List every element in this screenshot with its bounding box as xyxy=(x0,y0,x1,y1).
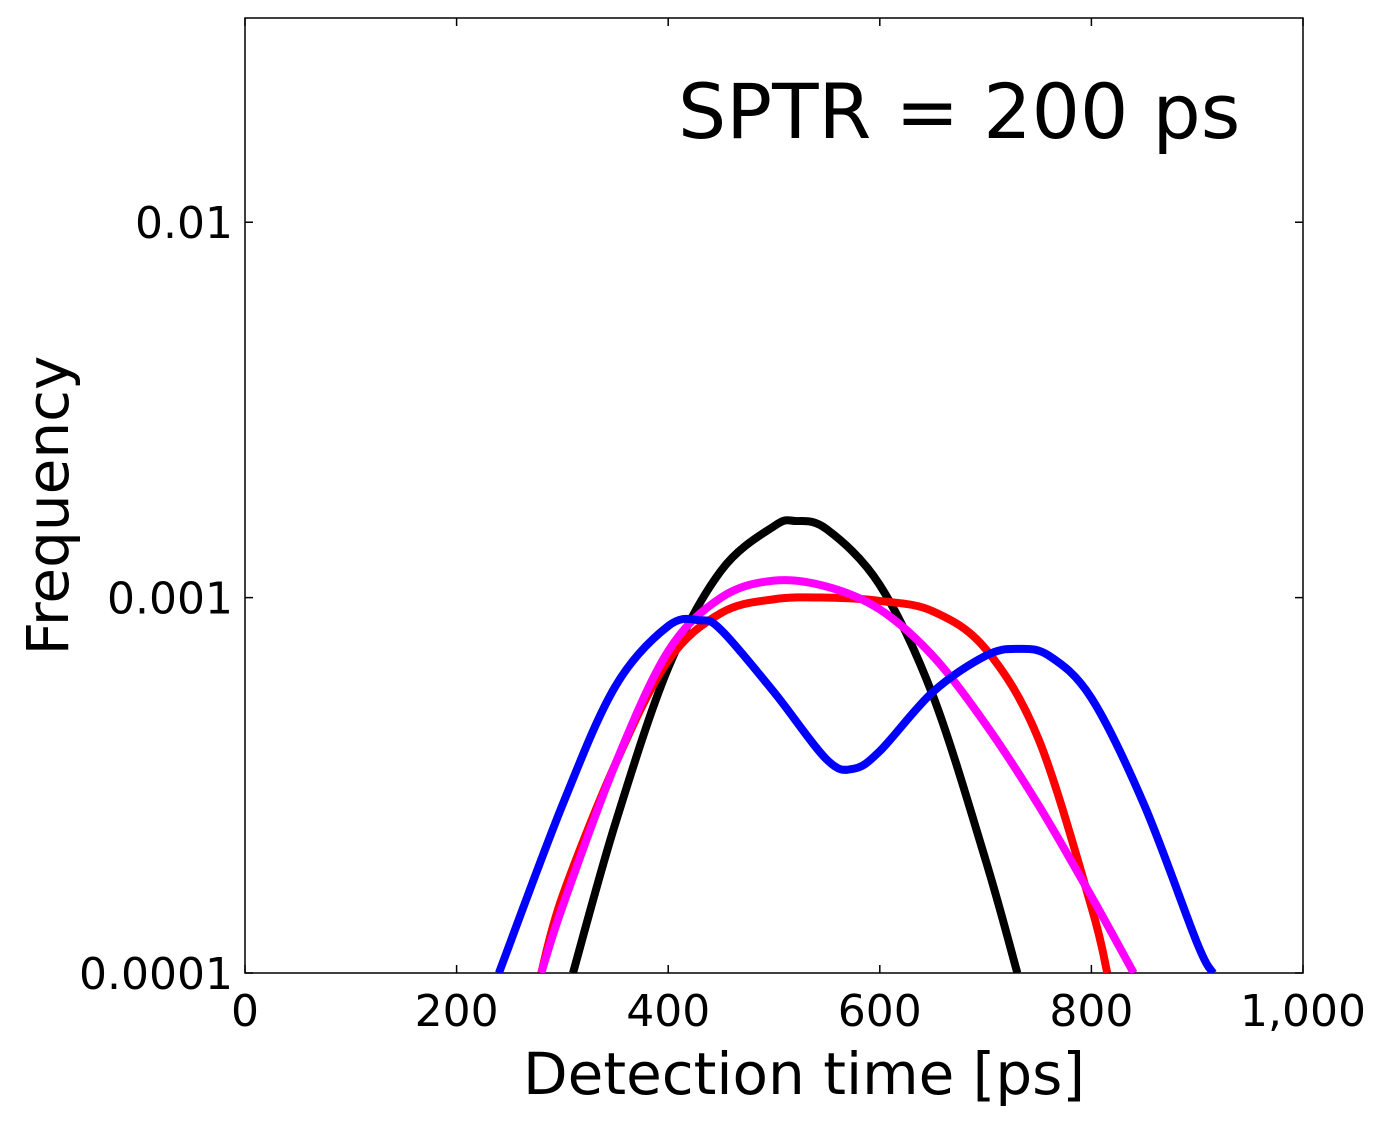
series-line-magenta xyxy=(537,576,1138,973)
series-layer xyxy=(495,516,1217,973)
x-tick-label: 1,000 xyxy=(1240,986,1366,1037)
sptr-annotation: SPTR = 200 ps xyxy=(678,67,1240,156)
x-tick-label: 400 xyxy=(626,986,710,1037)
y-axis: 0.0001 0.001 0.01 xyxy=(79,198,1303,1000)
series-line-blue xyxy=(495,614,1217,973)
x-tick-label: 0 xyxy=(231,986,259,1037)
y-axis-title: Frequency xyxy=(14,356,82,656)
y-tick-label: 0.01 xyxy=(135,198,233,249)
x-axis: 0 200 400 600 800 1,000 xyxy=(231,18,1366,1037)
x-tick-label: 200 xyxy=(415,986,499,1037)
x-tick-label: 600 xyxy=(838,986,922,1037)
plot-border xyxy=(244,17,1304,974)
series-line-black xyxy=(569,516,1022,973)
plot-frame xyxy=(244,17,1304,974)
y-tick-label: 0.0001 xyxy=(79,949,233,1000)
y-tick-label: 0.001 xyxy=(107,574,233,625)
x-axis-title: Detection time [ps] xyxy=(523,1040,1085,1108)
x-tick-label: 800 xyxy=(1049,986,1133,1037)
